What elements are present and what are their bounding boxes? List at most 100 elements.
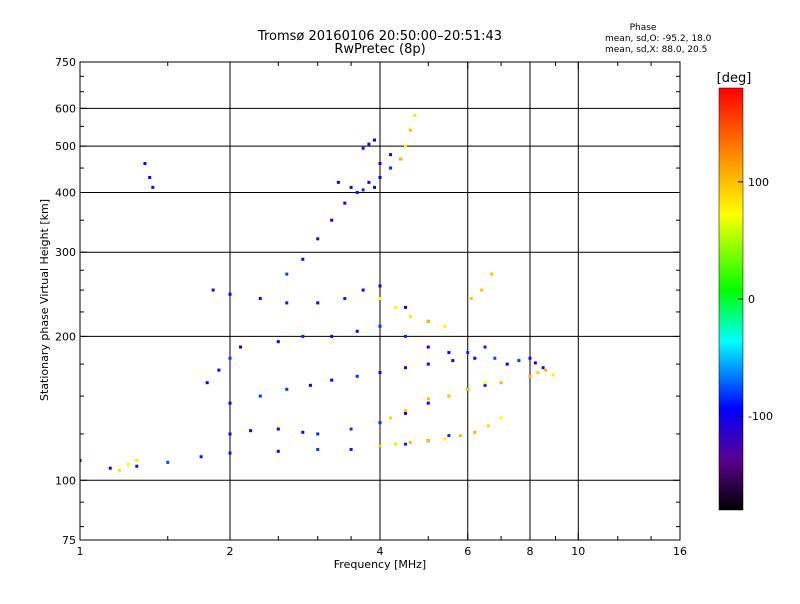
- phase-mean-o: mean, sd,O: -95.2, 18.0: [605, 34, 712, 44]
- data-point: 3 MHz, 320 km: [316, 237, 320, 241]
- data-point: 3 MHz, 235 km: [316, 301, 320, 305]
- data-point: 5.5 MHz, 124 km: [447, 434, 451, 438]
- x-tick-label: 1: [77, 545, 84, 558]
- data-point: 2.2 MHz, 127 km: [249, 429, 253, 433]
- data-point: 3.7 MHz, 405 km: [361, 188, 365, 192]
- y-tick-label: 100: [55, 474, 76, 487]
- data-point: 1.75 MHz, 112 km: [199, 455, 203, 459]
- data-point: 8 MHz, 165 km: [528, 374, 532, 378]
- phase-heading: Phase: [630, 23, 657, 33]
- data-point: 5.4 MHz, 210 km: [443, 324, 447, 328]
- data-point: 2.1 MHz, 190 km: [239, 345, 243, 349]
- colorbar-label: [deg]: [717, 71, 752, 86]
- data-point: 8.9 MHz, 166 km: [551, 373, 555, 377]
- data-point: 1.25 MHz, 108 km: [126, 462, 130, 466]
- colorbar-ticks: 100 0 -100: [738, 176, 773, 423]
- data-point: 6.5 MHz, 160 km: [483, 381, 487, 385]
- data-point: 1.9 MHz, 170 km: [217, 368, 221, 372]
- data-point: 4.5 MHz, 230 km: [403, 305, 407, 309]
- data-point: 2 MHz, 145 km: [228, 401, 232, 405]
- y-tick-label: 500: [55, 140, 76, 153]
- data-point: 2.3 MHz, 240 km: [258, 297, 262, 301]
- data-point: 7.6 MHz, 178 km: [517, 359, 521, 363]
- data-point: 3 MHz, 116 km: [316, 447, 320, 451]
- data-point: 3.2 MHz, 200 km: [330, 334, 334, 338]
- data-point: 4.2 MHz, 450 km: [389, 166, 393, 170]
- data-point: 1.85 MHz, 250 km: [211, 288, 215, 292]
- data-point: 4.6 MHz, 120 km: [408, 440, 412, 444]
- data-point: 3.6 MHz, 205 km: [355, 329, 359, 333]
- data-points: 1 MHz, 110 km 1.15 MHz, 106 km 1.3 MHz, 10…: [80, 113, 555, 472]
- data-point: 8.3 MHz, 168 km: [536, 371, 540, 375]
- data-point: 6 MHz, 185 km: [466, 351, 470, 355]
- data-point: 3.6 MHz, 400 km: [355, 190, 359, 194]
- data-point: 6.6 MHz, 130 km: [486, 424, 490, 428]
- data-point: 6.5 MHz, 190 km: [483, 345, 487, 349]
- data-point: 1 MHz, 110 km: [80, 458, 82, 462]
- y-tick-label: 750: [55, 56, 76, 69]
- data-point: 1.2 MHz, 105 km: [117, 468, 121, 472]
- data-point: 2 MHz, 125 km: [228, 432, 232, 436]
- data-point: 2.6 MHz, 270 km: [285, 272, 289, 276]
- x-tick-label: 4: [377, 545, 384, 558]
- data-point: 1.3 MHz, 110 km: [135, 458, 139, 462]
- x-axis-label: Frequency [MHz]: [334, 558, 426, 571]
- x-tick-label: 8: [527, 545, 534, 558]
- data-point: 3.5 MHz, 128 km: [349, 427, 353, 431]
- data-point: 6.7 MHz, 270 km: [490, 272, 494, 276]
- data-point: 6.2 MHz, 126 km: [473, 430, 477, 434]
- data-point: 6.4 MHz, 250 km: [480, 288, 484, 292]
- data-point: 4.2 MHz, 480 km: [389, 153, 393, 157]
- data-point: 8.2 MHz, 176 km: [533, 361, 537, 365]
- data-point: 3.4 MHz, 380 km: [343, 201, 347, 205]
- data-point: 1.15 MHz, 106 km: [108, 466, 112, 470]
- data-point: 3.4 MHz, 240 km: [343, 297, 347, 301]
- data-point: 4.4 MHz, 470 km: [399, 157, 403, 161]
- data-point: 4 MHz, 430 km: [378, 175, 382, 179]
- data-point: 2.8 MHz, 126 km: [301, 430, 305, 434]
- colorbar-tick-label: 0: [748, 293, 755, 306]
- data-point: 3.6 MHz, 165 km: [355, 374, 359, 378]
- data-point: 4 MHz, 132 km: [378, 421, 382, 425]
- data-point: 5.6 MHz, 178 km: [451, 359, 455, 363]
- data-point: 2.3 MHz, 150 km: [258, 394, 262, 398]
- data-point: 1.5 MHz, 109 km: [166, 460, 170, 464]
- data-point: 6.5 MHz, 158 km: [483, 383, 487, 387]
- data-point: 5.4 MHz, 122 km: [443, 437, 447, 441]
- data-point: 4.3 MHz, 119 km: [394, 442, 398, 446]
- data-point: 3.5 MHz, 410 km: [349, 185, 353, 189]
- data-point: 1.8 MHz, 160 km: [205, 381, 209, 385]
- y-tick-label: 300: [55, 246, 76, 259]
- data-point: 2.5 MHz, 128 km: [276, 427, 280, 431]
- y-axis-label: Stationary phase Virtual Height [km]: [38, 199, 51, 401]
- data-point: 3.8 MHz, 420 km: [367, 180, 371, 184]
- data-point: 4.7 MHz, 580 km: [413, 113, 417, 117]
- data-point: 3.8 MHz, 505 km: [367, 142, 371, 146]
- x-tick-label: 10: [571, 545, 585, 558]
- grid-lines: [80, 62, 680, 540]
- data-point: 4 MHz, 460 km: [378, 161, 382, 165]
- data-point: 6.8 MHz, 180 km: [493, 356, 497, 360]
- data-point: 7 MHz, 135 km: [499, 416, 503, 420]
- data-point: 3.3 MHz, 420 km: [336, 180, 340, 184]
- data-point: 5.5 MHz, 150 km: [447, 394, 451, 398]
- data-point: 8.6 MHz, 170 km: [544, 368, 548, 372]
- data-point: 2.6 MHz, 155 km: [285, 387, 289, 391]
- data-point: 3.7 MHz, 495 km: [361, 146, 365, 150]
- data-point: 5.5 MHz, 185 km: [447, 351, 451, 355]
- data-point: 1.38 MHz, 430 km: [148, 175, 152, 179]
- data-point: 7 MHz, 160 km: [499, 381, 503, 385]
- x-tick-label: 2: [227, 545, 234, 558]
- data-point: 2.8 MHz, 290 km: [301, 257, 305, 261]
- data-point: 5 MHz, 215 km: [426, 319, 430, 323]
- data-point: 5 MHz, 148 km: [426, 397, 430, 401]
- data-point: 6.1 MHz, 240 km: [469, 297, 473, 301]
- axis-ticks: 1 2 4 6 8 10 16 75 100 200 300 400 500 600 750: [55, 56, 687, 558]
- data-point: 4.5 MHz, 119 km: [403, 442, 407, 446]
- data-point: 4 MHz, 255 km: [378, 284, 382, 288]
- chart-subtitle: RwPretec (8p): [334, 42, 425, 57]
- data-point: 4.5 MHz, 140 km: [403, 408, 407, 412]
- data-point: 1.3 MHz, 107 km: [135, 464, 139, 468]
